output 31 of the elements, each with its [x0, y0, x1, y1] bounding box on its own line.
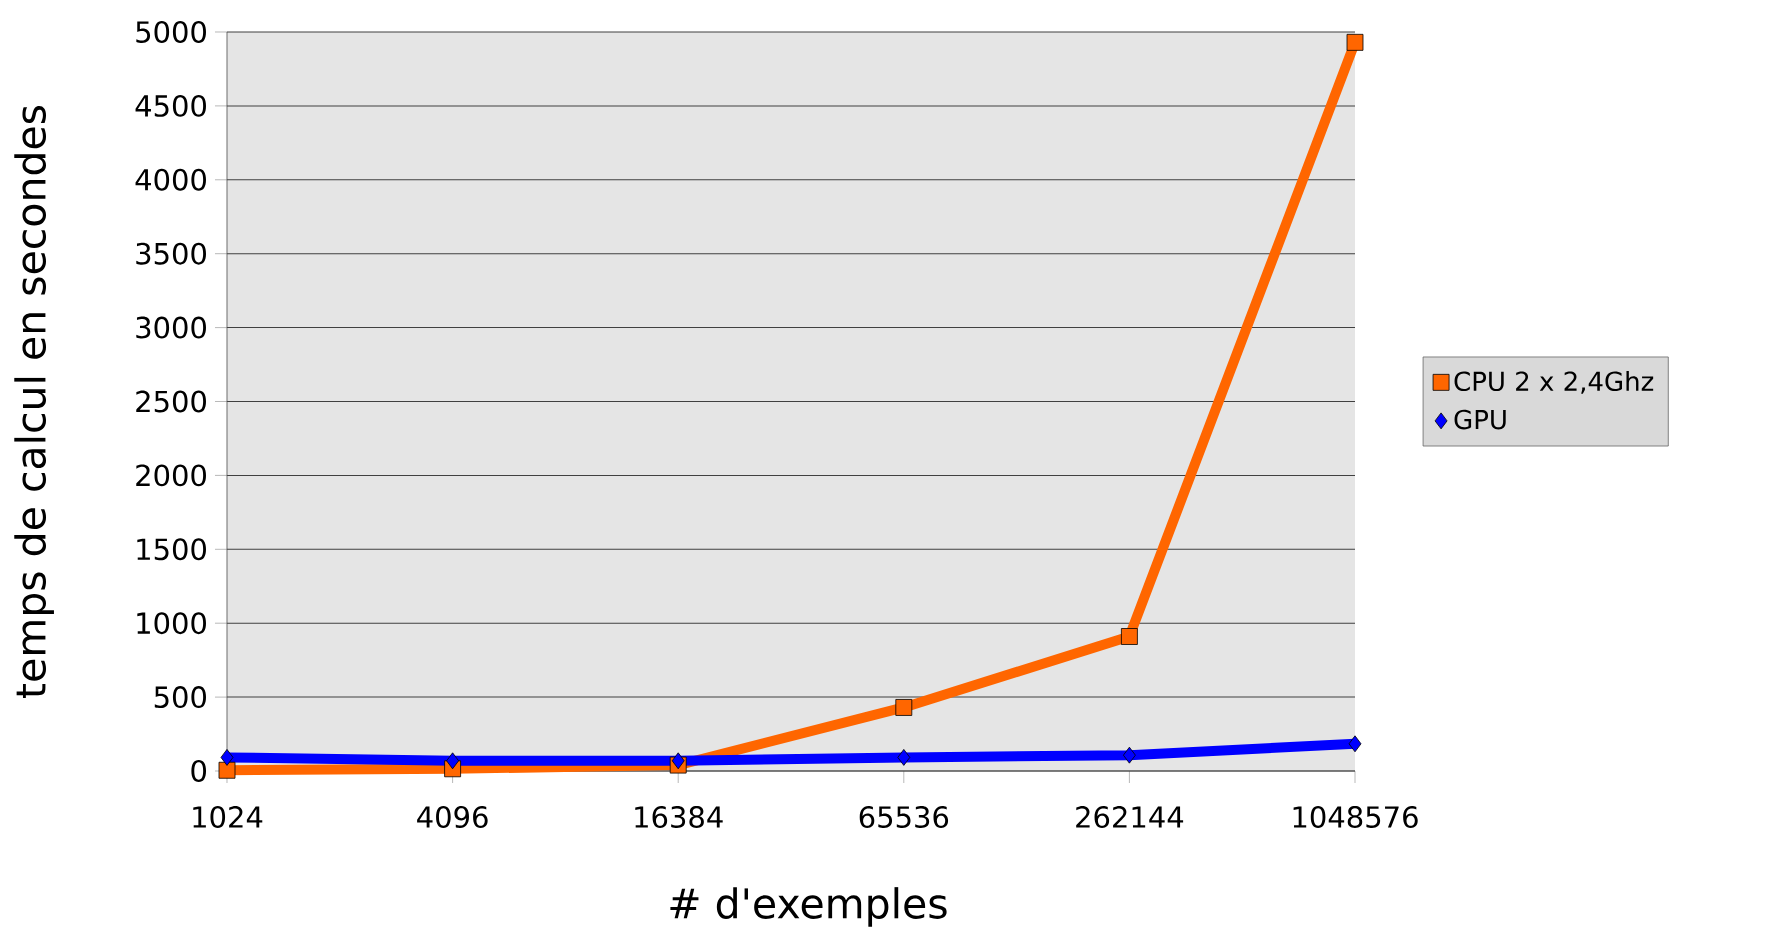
point	[446, 752, 459, 769]
point	[897, 748, 911, 766]
legend-label: CPU 2 x 2,4Ghz	[1454, 370, 1654, 394]
y-tick-label: 3500	[136, 242, 206, 265]
legend-label: GPU	[1454, 409, 1506, 430]
point	[220, 748, 234, 766]
y-axis-title: temps de calcul en secondes	[14, 105, 54, 698]
point	[895, 698, 913, 716]
x-tick-label: 4096	[417, 805, 488, 828]
point	[218, 761, 236, 779]
x-tick-label: 1048576	[1293, 805, 1418, 828]
point	[1123, 746, 1136, 764]
point	[1346, 33, 1364, 51]
point	[1348, 735, 1362, 752]
x-axis-title: # d'exemples	[670, 886, 947, 927]
y-tick-label: 500	[154, 685, 206, 708]
y-tick-label: 1500	[137, 538, 206, 561]
x-tick-label: 65536	[859, 805, 949, 828]
x-tick-label: 16384	[635, 805, 723, 828]
y-tick-label: 0	[191, 759, 207, 782]
x-tick-label: 262144	[1076, 805, 1184, 828]
y-tick-label: 4000	[135, 168, 206, 191]
point	[1121, 627, 1138, 645]
y-tick-label: 1000	[137, 611, 206, 634]
y-tick-label: 2500	[136, 390, 206, 413]
x-tick-label: 1024	[193, 805, 263, 828]
y-tick-label: 3000	[136, 316, 206, 339]
y-tick-label: 4500	[135, 94, 206, 117]
point	[671, 752, 685, 769]
y-tick-label: 5000	[136, 20, 206, 43]
y-tick-label: 2000	[136, 464, 206, 487]
